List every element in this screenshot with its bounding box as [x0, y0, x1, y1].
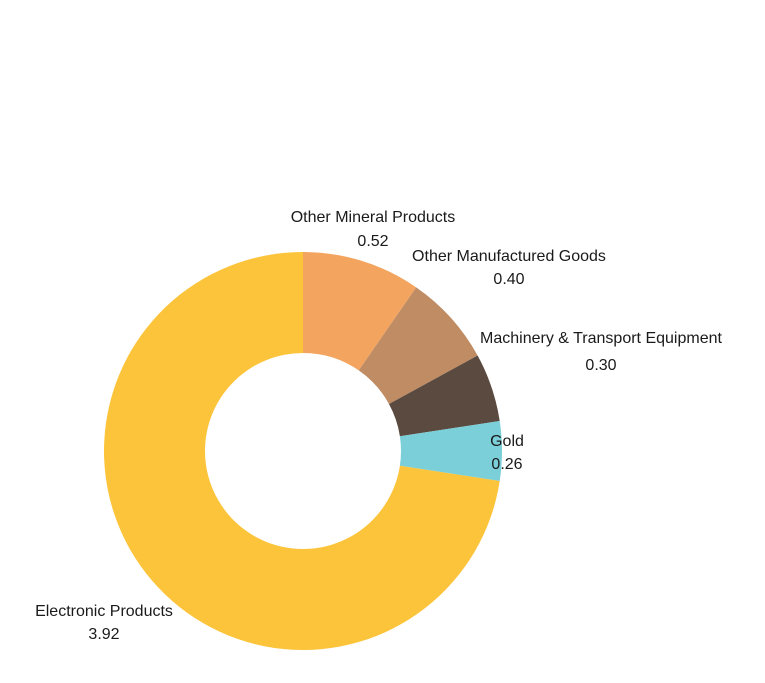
donut-slices	[103, 252, 502, 650]
slice-other-manufactured-goods	[358, 287, 478, 404]
slice-value-machinery-and-transport-equipment: 0.30	[585, 357, 616, 374]
slice-value-gold: 0.26	[491, 456, 522, 473]
slice-value-other-manufactured-goods: 0.40	[493, 271, 524, 288]
slice-gold	[399, 421, 502, 481]
slice-machinery-and-transport-equipment	[388, 355, 500, 437]
slice-label-electronic-products: Electronic Products	[35, 603, 173, 620]
slice-label-machinery-and-transport-equipment: Machinery & Transport Equipment	[480, 330, 722, 347]
slice-label-other-manufactured-goods: Other Manufactured Goods	[412, 248, 606, 265]
slice-labels: Other Mineral Products 0.52 Other Manufact…	[35, 209, 722, 643]
slice-label-gold: Gold	[490, 433, 524, 450]
slice-value-other-mineral-products: 0.52	[357, 233, 388, 250]
slice-label-other-mineral-products: Other Mineral Products	[291, 209, 456, 226]
slice-value-electronic-products: 3.92	[88, 626, 119, 643]
slice-other-mineral-products	[303, 252, 417, 371]
slice-electronic-products	[103, 252, 500, 650]
